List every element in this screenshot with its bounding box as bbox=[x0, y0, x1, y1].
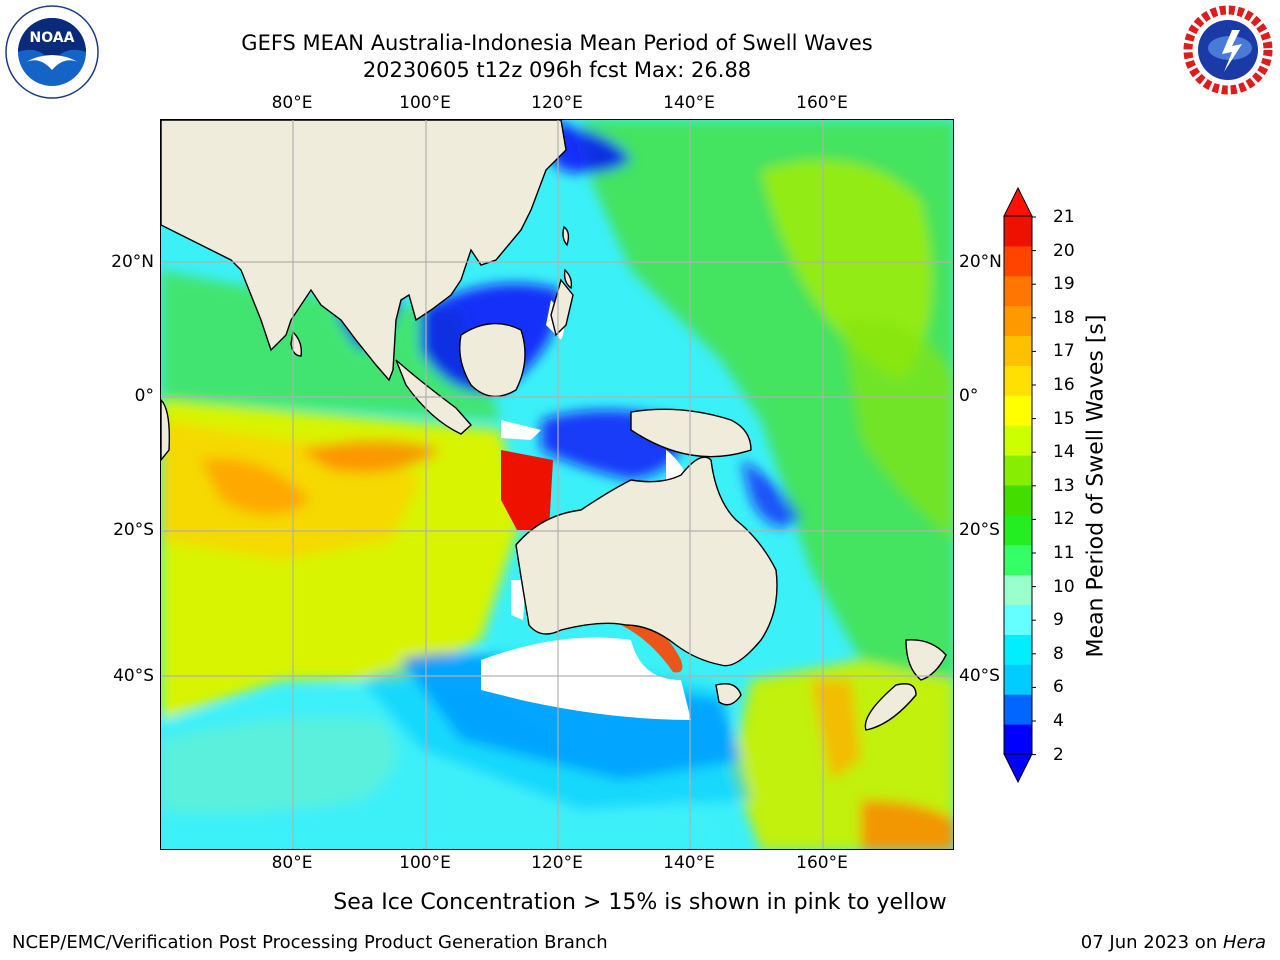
lat-tick-left: 20°S bbox=[113, 520, 154, 540]
colorbar-tick-label: 9 bbox=[1053, 610, 1064, 631]
sea-ice-note: Sea Ice Concentration > 15% is shown in … bbox=[333, 890, 947, 915]
lon-tick-bottom: 120°E bbox=[531, 853, 583, 873]
swell-period-map bbox=[161, 120, 953, 849]
new-zealand-south bbox=[864, 683, 917, 731]
colorbar-segment bbox=[1004, 216, 1032, 247]
lon-tick-top: 100°E bbox=[399, 93, 451, 113]
colorbar-segment bbox=[1004, 275, 1032, 307]
colorbar-tick-label: 16 bbox=[1053, 375, 1075, 395]
lon-tick-bottom: 80°E bbox=[271, 853, 313, 873]
noaa-logo: NOAA bbox=[4, 4, 100, 100]
colorbar-tick-label: 12 bbox=[1053, 509, 1075, 530]
lat-tick-right: 20°N bbox=[959, 252, 1002, 272]
lon-tick-bottom: 160°E bbox=[796, 853, 848, 873]
national-weather-service-logo bbox=[1178, 0, 1278, 100]
lat-tick-left: 0° bbox=[134, 386, 154, 406]
lat-tick-left: 20°N bbox=[111, 252, 154, 272]
colorbar-segment bbox=[1004, 425, 1032, 456]
colorbar-segment bbox=[1004, 455, 1032, 486]
colorbar-segment bbox=[1004, 544, 1032, 576]
borneo bbox=[459, 322, 526, 398]
lat-tick-left: 40°S bbox=[113, 666, 154, 686]
colorbar-segment bbox=[1004, 694, 1032, 725]
colorbar-segment bbox=[1004, 634, 1032, 665]
chart-title: GEFS MEAN Australia-Indonesia Mean Perio… bbox=[241, 31, 873, 55]
colorbar-tick-label: 6 bbox=[1053, 677, 1064, 698]
colorbar-under-arrow bbox=[1003, 753, 1033, 784]
lon-tick-bottom: 140°E bbox=[663, 853, 715, 873]
colorbar-label: Mean Period of Swell Waves [s] bbox=[1083, 314, 1109, 658]
colorbar-frame bbox=[1003, 215, 1033, 755]
tasmania bbox=[715, 683, 742, 706]
lon-tick-top: 140°E bbox=[663, 93, 715, 113]
colorbar-tick-label: 20 bbox=[1053, 240, 1075, 261]
new-zealand-north bbox=[905, 639, 947, 681]
colorbar-tick-label: 13 bbox=[1053, 475, 1075, 496]
colorbar-segment bbox=[1004, 514, 1032, 546]
taiwan bbox=[562, 225, 570, 247]
colorbar-segment bbox=[1004, 664, 1032, 695]
run-host: Hera bbox=[1222, 932, 1266, 953]
philippines bbox=[550, 278, 574, 337]
colorbar-tick-label: 2 bbox=[1053, 744, 1064, 765]
run-date: 07 Jun 2023 on Hera bbox=[1081, 932, 1266, 953]
australia bbox=[515, 456, 778, 667]
landmasses bbox=[161, 120, 947, 731]
colorbar-segment bbox=[1004, 724, 1032, 755]
colorbar-tick-label: 21 bbox=[1053, 207, 1075, 227]
colorbar-tick-label: 11 bbox=[1053, 543, 1075, 563]
noaa-logo-text: NOAA bbox=[30, 30, 75, 46]
run-date-text: 07 Jun 2023 on bbox=[1080, 932, 1223, 953]
colorbar-tick-label: 4 bbox=[1053, 711, 1064, 731]
colorbar-tick-label: 14 bbox=[1053, 442, 1075, 463]
lat-tick-right: 20°S bbox=[959, 520, 1000, 540]
colorbar-tick-label: 19 bbox=[1053, 274, 1075, 295]
colorbar-segment bbox=[1004, 245, 1032, 277]
colorbar-tick-label: 8 bbox=[1053, 643, 1064, 664]
lon-tick-bottom: 100°E bbox=[399, 853, 451, 873]
lon-tick-top: 160°E bbox=[796, 93, 848, 113]
colorbar-tick-label: 18 bbox=[1053, 307, 1075, 328]
max-period-region bbox=[501, 450, 553, 530]
graticule bbox=[161, 120, 953, 849]
chart-subtitle: 20230605 t12z 096h fcst Max: 26.88 bbox=[362, 58, 752, 82]
credit-line: NCEP/EMC/Verification Post Processing Pr… bbox=[12, 932, 608, 953]
colorbar bbox=[1003, 186, 1036, 784]
map-panel bbox=[160, 119, 954, 850]
colorbar-segment bbox=[1004, 335, 1032, 366]
colorbar-segment bbox=[1004, 604, 1032, 635]
asia-mainland bbox=[161, 120, 567, 382]
lat-tick-right: 0° bbox=[959, 386, 979, 406]
colorbar-segment bbox=[1004, 305, 1032, 337]
lon-tick-top: 80°E bbox=[271, 93, 313, 113]
colorbar-segment bbox=[1004, 365, 1032, 396]
colorbar-segment bbox=[1004, 574, 1032, 606]
colorbar-tick-label: 15 bbox=[1053, 408, 1075, 429]
colorbar-over-arrow bbox=[1003, 186, 1033, 217]
lon-tick-top: 120°E bbox=[531, 93, 583, 113]
colorbar-tick-label: 10 bbox=[1053, 576, 1075, 597]
lat-tick-right: 40°S bbox=[959, 666, 1000, 686]
colorbar-segment bbox=[1004, 395, 1032, 426]
colorbar-segment bbox=[1004, 485, 1032, 516]
colorbar-tick-label: 17 bbox=[1053, 341, 1075, 362]
